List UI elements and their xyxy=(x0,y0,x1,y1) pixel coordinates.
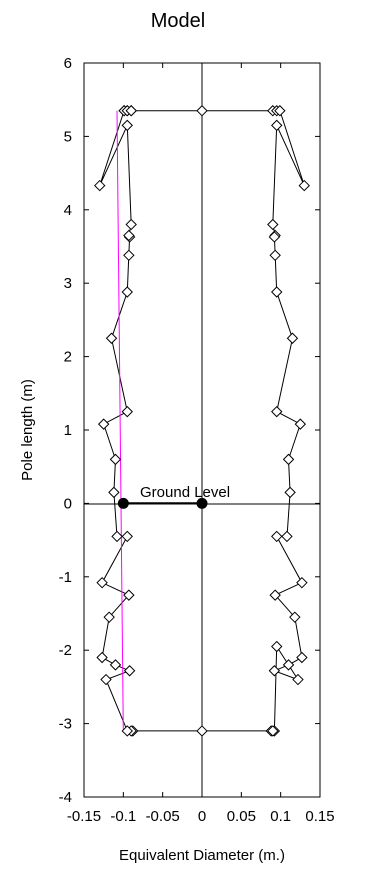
data-point xyxy=(125,105,137,117)
y-tick-label: 5 xyxy=(64,128,72,145)
data-point xyxy=(289,611,301,623)
x-axis: -0.15 -0.1 -0.05 0 0.05 0.1 0.15 xyxy=(67,63,335,825)
x-tick-label: -0.1 xyxy=(110,808,136,825)
data-point xyxy=(267,725,279,737)
data-point xyxy=(111,530,123,543)
y-tick-label: 1 xyxy=(64,422,72,439)
data-point xyxy=(100,673,112,686)
data-point xyxy=(123,229,135,242)
x-tick-label: 0.05 xyxy=(227,808,256,825)
data-point xyxy=(296,651,308,664)
y-tick-label: 2 xyxy=(64,349,72,366)
series-1-line xyxy=(116,110,124,731)
data-point xyxy=(271,530,283,543)
data-point xyxy=(271,405,283,418)
data-point xyxy=(125,218,137,231)
x-tick-label: -0.15 xyxy=(67,808,101,825)
data-point xyxy=(267,218,279,231)
y-tick-label: 4 xyxy=(64,202,72,219)
data-point xyxy=(281,530,293,543)
data-point xyxy=(271,640,283,653)
x-tick-label: -0.05 xyxy=(146,808,180,825)
data-point xyxy=(108,486,120,499)
data-point xyxy=(269,589,281,601)
y-tick-label: 3 xyxy=(64,275,72,292)
data-point xyxy=(271,286,283,298)
data-point xyxy=(121,119,133,132)
data-point xyxy=(298,179,310,192)
data-point xyxy=(269,249,281,262)
data-point xyxy=(286,332,299,344)
data-point xyxy=(121,286,133,298)
x-axis-label: Equivalent Diameter (m.) xyxy=(119,847,285,864)
data-point xyxy=(271,119,283,132)
chart-title: Model xyxy=(151,10,205,32)
data-point xyxy=(123,589,135,601)
y-tick-label: 0 xyxy=(64,495,72,512)
data-point xyxy=(274,105,286,117)
data-point xyxy=(294,418,307,430)
y-tick-label: -2 xyxy=(59,642,72,659)
ground-level-point xyxy=(117,497,129,509)
x-tick-label: 0.1 xyxy=(270,808,291,825)
data-point xyxy=(282,659,295,671)
marker-layer xyxy=(94,105,310,737)
data-point xyxy=(268,665,281,677)
x-tick-label: 0.15 xyxy=(305,808,334,825)
data-point xyxy=(123,665,136,677)
ground-level-point xyxy=(196,497,208,509)
annotation-ground-level: Ground Level xyxy=(140,484,230,501)
data-point xyxy=(196,105,208,117)
data-point xyxy=(109,659,122,671)
data-point xyxy=(121,405,133,418)
data-point xyxy=(97,418,110,430)
data-point xyxy=(96,651,108,664)
data-point xyxy=(121,530,133,543)
y-axis-label: Pole length (m) xyxy=(19,379,36,481)
data-point xyxy=(94,179,106,192)
y-tick-label: -4 xyxy=(59,789,72,806)
y-tick-label: -3 xyxy=(59,716,72,733)
x-tick-label: 0 xyxy=(198,808,206,825)
data-point xyxy=(103,611,115,623)
data-point xyxy=(268,231,281,243)
data-point xyxy=(292,673,304,686)
data-point xyxy=(196,725,208,737)
data-point xyxy=(123,249,135,262)
data-point xyxy=(96,576,108,589)
data-point xyxy=(121,725,133,737)
data-point xyxy=(282,453,295,466)
data-point xyxy=(296,576,308,589)
data-point xyxy=(284,486,296,499)
y-axis: -4 -3 -2 -1 0 1 2 3 4 5 6 xyxy=(59,55,320,806)
y-tick-label: 6 xyxy=(64,55,72,72)
data-point xyxy=(105,332,118,344)
y-tick-label: -1 xyxy=(59,569,72,586)
data-point xyxy=(109,453,122,466)
